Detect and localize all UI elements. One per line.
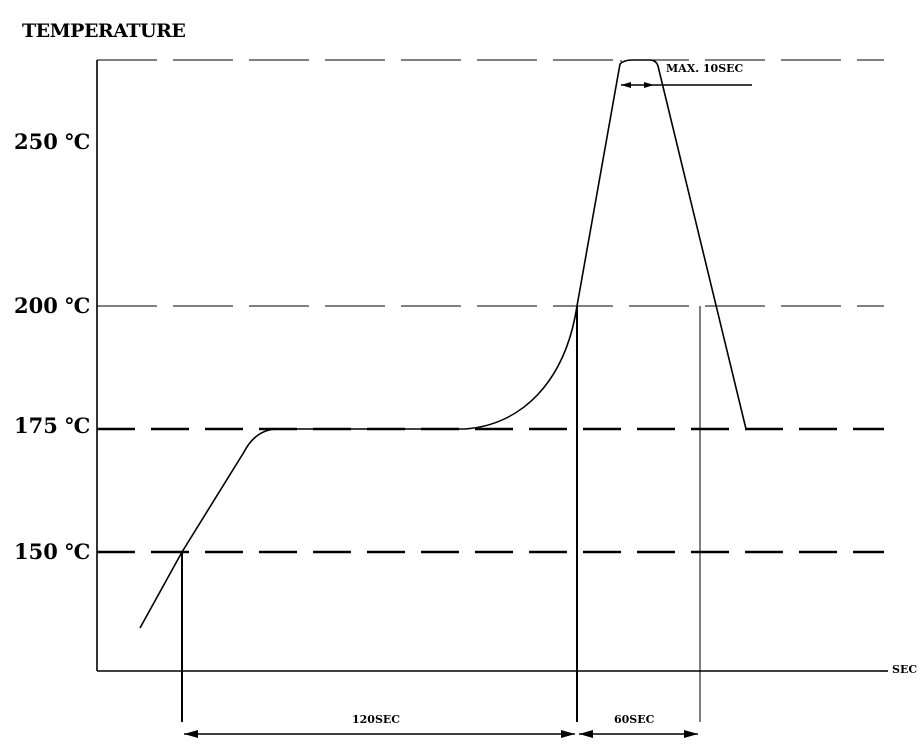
preheat-dimension-arrow-right bbox=[561, 730, 575, 738]
reflow-dimension-arrow-right bbox=[684, 730, 698, 738]
temperature-title: TEMPERATURE bbox=[22, 20, 186, 42]
y-tick-250: 250 ℃ bbox=[14, 129, 91, 154]
y-tick-175: 175 ℃ bbox=[14, 413, 91, 438]
peak-duration-label: MAX. 10SEC bbox=[666, 62, 744, 75]
y-tick-150: 150 ℃ bbox=[14, 539, 91, 564]
reflow-dimension-arrow-left bbox=[579, 730, 593, 738]
reflow-duration-label: 60SEC bbox=[614, 713, 655, 726]
peak-dimension-arrow-left bbox=[621, 82, 631, 88]
y-tick-200: 200 ℃ bbox=[14, 293, 91, 318]
peak-dimension-arrow-right bbox=[644, 82, 654, 88]
preheat-dimension-arrow-left bbox=[184, 730, 198, 738]
time-markers bbox=[181, 60, 701, 722]
x-axis-label: SEC bbox=[892, 663, 918, 676]
reference-lines bbox=[97, 59, 884, 554]
dimension-arrows bbox=[184, 82, 752, 738]
temperature-profile-curve bbox=[139, 59, 747, 629]
preheat-duration-label: 120SEC bbox=[352, 713, 401, 726]
